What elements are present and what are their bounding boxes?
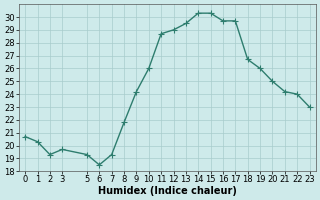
X-axis label: Humidex (Indice chaleur): Humidex (Indice chaleur) [98,186,237,196]
